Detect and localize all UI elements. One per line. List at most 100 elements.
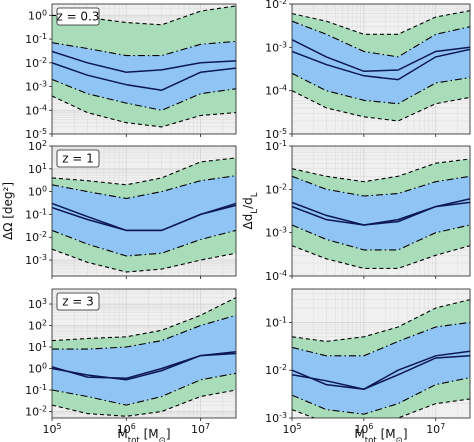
outer-lower-dashed-line (292, 398, 470, 418)
plot-area (52, 297, 236, 417)
y-tick-label: 102 (28, 318, 47, 333)
redshift-label: z = 0.3 (56, 7, 100, 26)
y-tick-label: 10-3 (265, 40, 287, 55)
inner-band (292, 176, 470, 250)
inner-band (292, 21, 470, 104)
panel-2: 10-2 10-3 10-4 10-5 (265, 0, 471, 142)
inner-lower-dashdot-line (292, 377, 470, 415)
left-x-axis-title: Mtot [M⊙] (117, 427, 170, 442)
inner-upper-dashdot-line (292, 175, 470, 197)
y-tick-label: 10-1 (25, 207, 47, 222)
y-tick-label: 10-4 (265, 269, 287, 284)
redshift-label-text: z = 1 (62, 152, 94, 166)
inner-upper-dashdot-line (52, 314, 236, 350)
panel-frame (291, 288, 471, 419)
y-tick-label: 10-1 (25, 32, 47, 47)
y-tick-label: 10-3 (25, 79, 47, 94)
inner-lower-dashdot-line (292, 224, 470, 251)
plot-area (292, 158, 470, 269)
y-tick-label: 102 (28, 139, 47, 154)
panel-frame (291, 145, 471, 277)
outer-lower-dashed-line (52, 248, 236, 273)
redshift-label-box (56, 292, 100, 311)
outer-upper-dashed-line (292, 299, 470, 342)
y-tick-label: 10-2 (25, 55, 47, 70)
median-line-2 (292, 48, 470, 81)
panel-frame (291, 3, 471, 135)
inner-lower-dashdot-line (52, 229, 236, 257)
y-tick-label: 10-4 (25, 103, 47, 118)
redshift-label-box (56, 7, 100, 26)
x-tick-label: 107 (191, 422, 210, 437)
plot-area (292, 299, 470, 418)
panel-5: 103 102 101 100 10-1 10-2 105 106 107 z = 3 (25, 288, 237, 437)
redshift-label-text: z = 3 (62, 295, 94, 309)
median-line-2 (292, 201, 470, 226)
outer-upper-dashed-line (52, 297, 236, 342)
redshift-label: z = 1 (56, 149, 100, 168)
y-tick-label: 10-3 (265, 411, 287, 426)
redshift-label: z = 3 (56, 292, 100, 311)
y-tick-label: 10-1 (265, 315, 287, 330)
y-tick-label: 10-4 (265, 83, 287, 98)
y-tick-label: 103 (28, 297, 47, 312)
y-tick-label: 10-1 (25, 383, 47, 398)
y-tick-label: 10-2 (265, 182, 287, 197)
inner-band (52, 175, 236, 256)
outer-lower-dashed-line (52, 389, 236, 417)
panel-frame (51, 3, 237, 135)
outer-upper-dashed-line (292, 158, 470, 183)
plot-area (52, 5, 236, 128)
y-tick-label: 100 (28, 361, 47, 376)
y-tick-label: 101 (28, 161, 47, 176)
outer-upper-dashed-line (292, 10, 470, 35)
y-tick-label: 100 (28, 184, 47, 199)
y-tick-label: 10-1 (265, 139, 287, 154)
plot-area (292, 10, 470, 122)
median-line-2 (292, 355, 470, 390)
inner-lower-dashdot-line (292, 72, 470, 105)
inner-upper-dashdot-line (292, 321, 470, 357)
y-tick-label: 10-2 (25, 404, 47, 419)
y-tick-label: 10-5 (25, 127, 47, 142)
y-tick-label: 100 (28, 8, 47, 23)
y-tick-label: 10-2 (25, 230, 47, 245)
y-tick-label: 10-2 (265, 0, 287, 11)
panel-frame (51, 288, 237, 419)
panel-4: 10-1 10-2 10-3 10-4 (265, 139, 471, 284)
outer-lower-dashed-line (292, 245, 470, 269)
outer-lower-dashed-line (52, 95, 236, 128)
median-line-1 (292, 39, 470, 73)
y-tick-label: 10-3 (265, 225, 287, 240)
median-line-2 (52, 62, 236, 91)
left-y-axis-title: ΔΩ [deg²] (1, 182, 15, 240)
panel-frame (51, 145, 237, 277)
inner-upper-dashdot-line (52, 175, 236, 200)
inner-lower-dashdot-line (52, 78, 236, 111)
x-tick-label: 105 (282, 422, 301, 437)
median-line-1 (292, 350, 470, 390)
x-tick-label: 105 (42, 422, 61, 437)
outer-upper-dashed-line (52, 157, 236, 186)
redshift-label-text: z = 0.3 (56, 10, 99, 24)
inner-band (52, 41, 236, 111)
inner-upper-dashdot-line (52, 40, 236, 57)
inner-band (52, 315, 236, 406)
y-tick-label: 101 (28, 340, 47, 355)
y-tick-label: 10-3 (25, 253, 47, 268)
x-tick-label: 106 (117, 422, 136, 437)
panel-1: 100 10-1 10-2 10-3 10-4 10-5 z = 0.3 (25, 3, 237, 142)
median-line-2 (52, 351, 236, 381)
y-tick-label: 10-2 (265, 363, 287, 378)
median-line-1 (52, 50, 236, 73)
outer-lower-dashed-line (292, 90, 470, 122)
x-tick-label: 106 (354, 422, 373, 437)
inner-upper-dashdot-line (292, 20, 470, 58)
inner-band (292, 322, 470, 415)
x-tick-label: 107 (426, 422, 445, 437)
y-tick-label: 10-5 (265, 127, 287, 142)
plot-area (52, 157, 236, 273)
